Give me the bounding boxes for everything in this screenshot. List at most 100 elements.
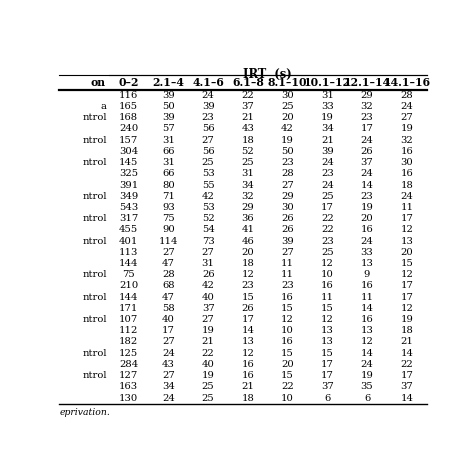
Text: 16: 16 [281,337,294,346]
Text: 15: 15 [401,259,413,268]
Text: 52: 52 [202,214,215,223]
Text: 73: 73 [202,237,215,246]
Text: 24: 24 [321,181,334,190]
Text: 6.1–8: 6.1–8 [232,77,264,88]
Text: 17: 17 [321,203,334,212]
Text: 37: 37 [241,102,254,111]
Text: 13: 13 [321,337,334,346]
Text: 15: 15 [281,304,294,313]
Text: 12: 12 [361,337,374,346]
Text: 90: 90 [162,225,175,234]
Text: 12: 12 [241,349,254,358]
Text: 41: 41 [241,225,255,234]
Text: 25: 25 [321,248,334,257]
Text: 26: 26 [242,304,254,313]
Text: 113: 113 [119,248,138,257]
Text: 14: 14 [361,349,374,358]
Text: 47: 47 [162,292,175,301]
Text: 23: 23 [241,282,254,291]
Text: 22: 22 [202,349,215,358]
Text: IRT  (s): IRT (s) [243,68,292,81]
Text: 14: 14 [400,393,413,402]
Text: 31: 31 [162,158,175,167]
Text: 11: 11 [281,270,294,279]
Text: 10: 10 [321,270,334,279]
Text: 165: 165 [119,102,138,111]
Text: 19: 19 [361,371,374,380]
Text: 12: 12 [401,225,413,234]
Text: 401: 401 [119,237,138,246]
Text: 54: 54 [202,225,215,234]
Text: 24: 24 [361,360,374,369]
Text: 11: 11 [281,259,294,268]
Text: 16: 16 [401,147,413,156]
Text: 127: 127 [119,371,138,380]
Text: 325: 325 [119,169,138,178]
Text: 27: 27 [202,248,215,257]
Text: 17: 17 [401,214,413,223]
Text: 6: 6 [324,393,330,402]
Text: ntrol: ntrol [82,315,107,324]
Text: 14: 14 [400,349,413,358]
Text: 13: 13 [241,337,254,346]
Text: 20: 20 [281,113,294,122]
Text: 27: 27 [162,337,175,346]
Text: ntrol: ntrol [82,270,107,279]
Text: 107: 107 [119,315,138,324]
Text: 56: 56 [202,147,214,156]
Text: 25: 25 [202,393,215,402]
Text: 14: 14 [361,181,374,190]
Text: 37: 37 [202,304,215,313]
Text: eprivation.: eprivation. [59,408,110,417]
Text: 13: 13 [401,237,413,246]
Text: 16: 16 [241,360,254,369]
Text: 39: 39 [202,102,215,111]
Text: 35: 35 [361,383,374,392]
Text: 25: 25 [321,191,334,201]
Text: 52: 52 [241,147,254,156]
Text: 43: 43 [241,125,254,134]
Text: 10: 10 [281,326,294,335]
Text: 18: 18 [241,393,254,402]
Text: 47: 47 [162,259,175,268]
Text: 12: 12 [281,315,294,324]
Text: 37: 37 [321,383,334,392]
Text: 53: 53 [202,169,215,178]
Text: 114: 114 [159,237,178,246]
Text: 23: 23 [321,169,334,178]
Text: 75: 75 [162,214,175,223]
Text: 23: 23 [361,113,374,122]
Text: 26: 26 [202,270,214,279]
Text: 30: 30 [401,158,413,167]
Text: 37: 37 [361,158,374,167]
Text: 16: 16 [241,371,254,380]
Text: 34: 34 [241,181,254,190]
Text: 28: 28 [162,270,175,279]
Text: 16: 16 [401,169,413,178]
Text: 27: 27 [401,113,413,122]
Text: 34: 34 [162,383,175,392]
Text: 12: 12 [241,270,254,279]
Text: 125: 125 [119,349,138,358]
Text: 40: 40 [162,315,175,324]
Text: 240: 240 [119,125,138,134]
Text: 53: 53 [202,203,215,212]
Text: 32: 32 [401,136,413,145]
Text: 22: 22 [241,91,254,100]
Text: 157: 157 [119,136,138,145]
Text: 6: 6 [364,393,370,402]
Text: 24: 24 [202,91,215,100]
Text: 31: 31 [241,169,254,178]
Text: 42: 42 [202,191,215,201]
Text: 16: 16 [361,282,374,291]
Text: 22: 22 [281,383,294,392]
Text: 12.1–14: 12.1–14 [344,77,391,88]
Text: 57: 57 [162,125,175,134]
Text: 112: 112 [119,326,138,335]
Text: 33: 33 [361,248,374,257]
Text: ntrol: ntrol [82,371,107,380]
Text: 22: 22 [321,214,334,223]
Text: 24: 24 [361,169,374,178]
Text: 39: 39 [162,91,175,100]
Text: 29: 29 [281,191,294,201]
